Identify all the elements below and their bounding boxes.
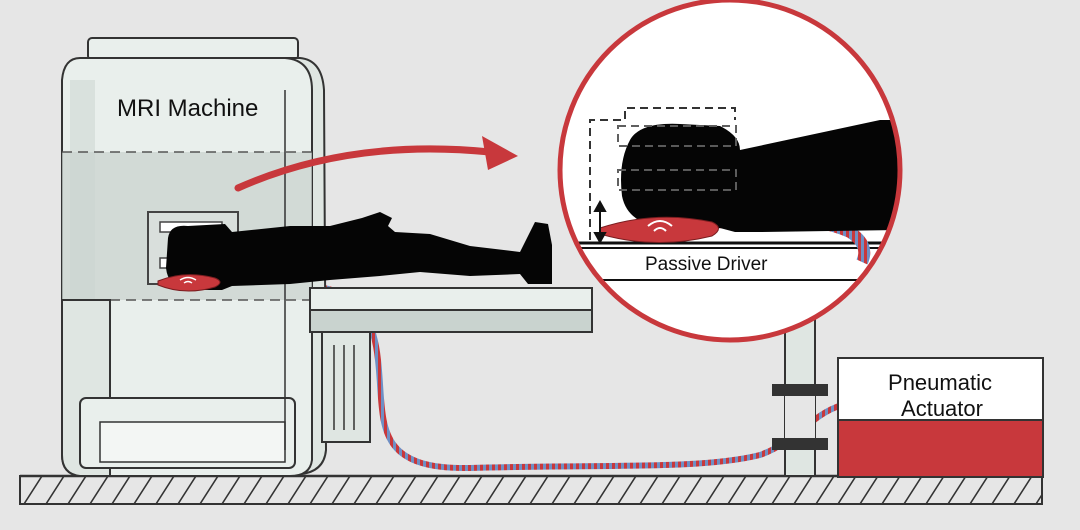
patient-table bbox=[309, 287, 593, 443]
magnified-view bbox=[557, 0, 903, 343]
passive-driver-label: Passive Driver bbox=[645, 254, 768, 275]
zoom-arrow bbox=[234, 136, 518, 192]
pneumatic-actuator-label-line1: Pneumatic bbox=[888, 370, 992, 395]
patient-silhouette bbox=[166, 212, 552, 290]
floor bbox=[19, 474, 1043, 505]
mri-machine-label: MRI Machine bbox=[117, 95, 258, 122]
pneumatic-actuator-label-line2: Actuator bbox=[901, 396, 983, 421]
vibration-arrow bbox=[593, 199, 607, 245]
pneumatic-actuator bbox=[837, 357, 1044, 478]
passive-driver-small bbox=[157, 274, 221, 292]
